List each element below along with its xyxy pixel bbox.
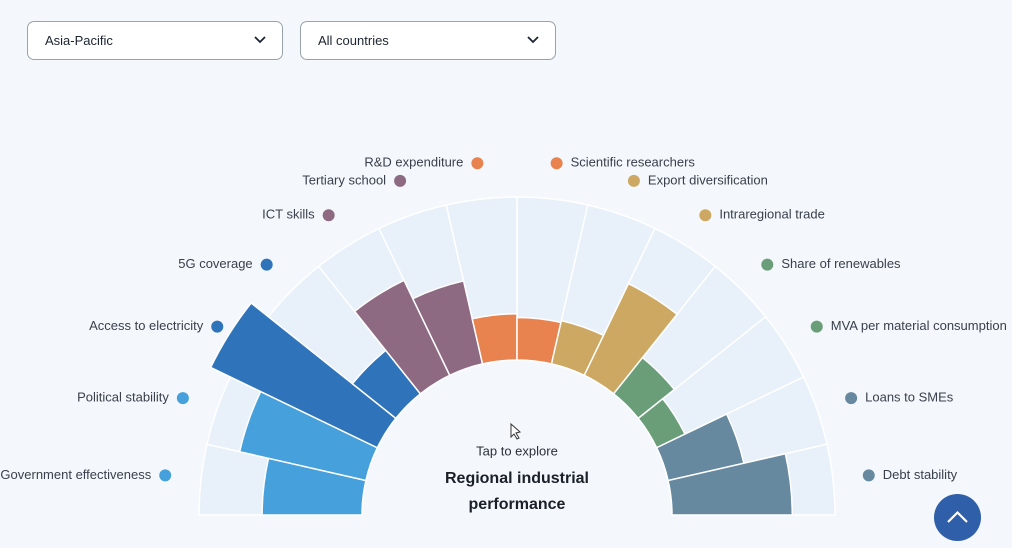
arrow-icon: [947, 510, 968, 523]
category-label: Political stability: [77, 390, 169, 405]
legend-dot: [322, 209, 335, 222]
chart-title: Regional industrial performance: [444, 470, 589, 513]
legend-dot: [845, 392, 858, 405]
legend-dot: [176, 392, 189, 405]
chevron: [254, 36, 266, 44]
bar: [209, 301, 397, 449]
region-value: Asia-Pacific: [45, 33, 113, 48]
chevron: [527, 36, 539, 44]
bar: [583, 282, 679, 395]
bar: [667, 452, 794, 516]
chart-subtitle: Tap to explore: [476, 443, 558, 458]
category-label: Loans to SMEs: [865, 390, 954, 405]
category-label: 5G coverage: [178, 256, 252, 271]
category-label: MVA per material consumption: [831, 318, 1007, 333]
scroll-top-button[interactable]: [934, 494, 981, 541]
category-label: Scientific researchers: [571, 155, 696, 170]
category-label: Export diversification: [648, 172, 768, 187]
legend-dot: [761, 258, 774, 271]
legend-dot: [810, 320, 823, 333]
category-label: R&D expenditure: [364, 155, 463, 170]
legend-dot: [699, 209, 712, 222]
category-label: Share of renewables: [781, 256, 901, 271]
cursor: [510, 422, 522, 440]
legend-dot: [862, 469, 875, 482]
category-label: Government effectiveness: [0, 467, 151, 482]
country-value: All countries: [318, 33, 389, 48]
legend-dot: [260, 258, 273, 271]
legend-dot: [550, 157, 563, 170]
legend-dot: [211, 320, 224, 333]
legend-dot: [159, 469, 172, 482]
category-label: Access to electricity: [89, 318, 204, 333]
region-dropdown[interactable]: Asia-Pacific: [27, 21, 283, 60]
country-dropdown[interactable]: All countries: [300, 21, 556, 60]
category-label: Debt stability: [883, 467, 958, 482]
category-label: ICT skills: [262, 207, 315, 222]
legend-dot: [394, 174, 407, 187]
legend-dot: [471, 157, 484, 170]
category-label: Intraregional trade: [719, 207, 825, 222]
legend-dot: [627, 174, 640, 187]
category-label: Tertiary school: [302, 172, 386, 187]
